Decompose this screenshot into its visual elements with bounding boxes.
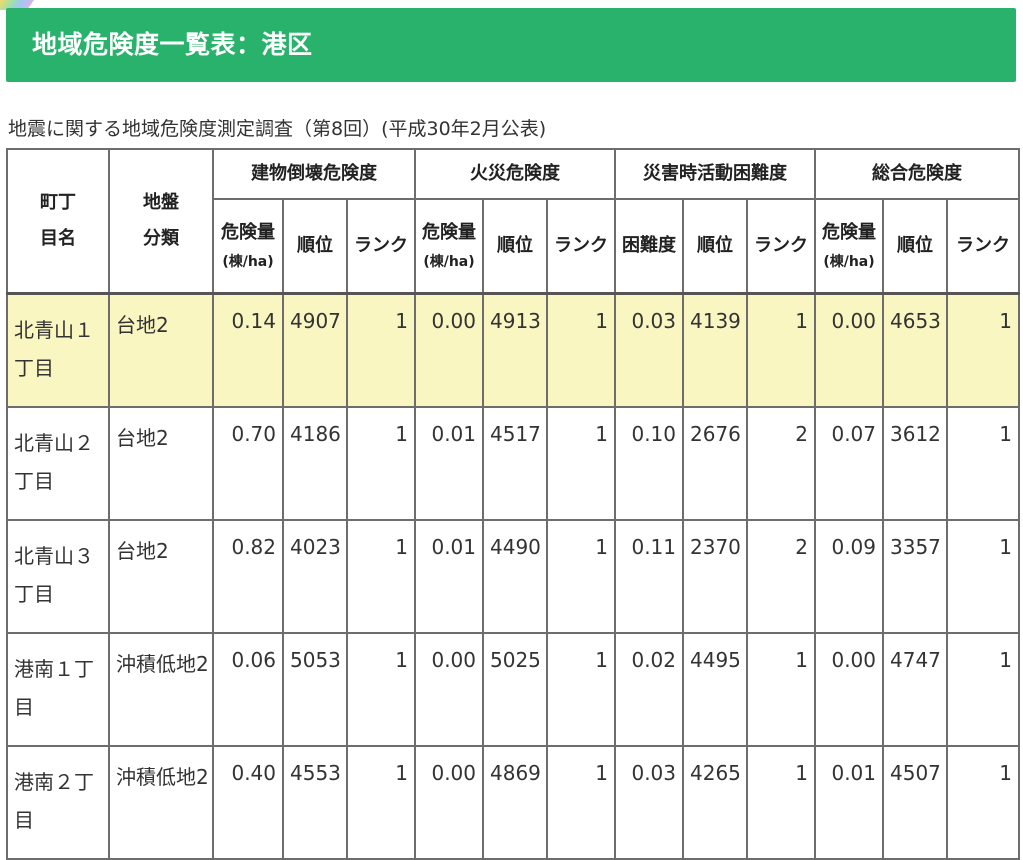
- cell-total-rank: 1: [946, 632, 1020, 747]
- cell-difficulty-rank: 1: [746, 632, 816, 747]
- cell-total-order: 4747: [882, 632, 948, 747]
- cell-building-amount: 0.40: [212, 745, 284, 860]
- cell-difficulty-order: 4139: [682, 292, 748, 408]
- cell-difficulty-rank: 2: [746, 519, 816, 634]
- cell-town-name: 北青山１丁目: [6, 292, 110, 408]
- header-row-columns: 危険量 (棟/ha) 順位 ランク 危険量 (棟/ha) 順位 ランク 困難度 順位…: [7, 198, 1020, 295]
- header-difficulty-value: 困難度: [614, 198, 684, 295]
- header-total-order: 順位: [882, 198, 948, 295]
- cell-total-rank: 1: [946, 406, 1020, 521]
- cell-total-amount: 0.00: [814, 292, 884, 408]
- header-fire-order: 順位: [482, 198, 548, 295]
- cell-town-name: 北青山３丁目: [6, 519, 110, 634]
- table-row: 港南２丁目 沖積低地2 0.40 4553 1 0.00 4869 1 0.03…: [6, 745, 1020, 860]
- cell-total-order: 4507: [882, 745, 948, 860]
- cell-fire-amount: 0.00: [414, 745, 484, 860]
- cell-building-order: 4553: [282, 745, 348, 860]
- cell-building-rank: 1: [346, 292, 416, 408]
- cell-total-amount: 0.09: [814, 519, 884, 634]
- cell-fire-rank: 1: [546, 632, 616, 747]
- header-ground-class: 地盤 分類: [108, 148, 214, 295]
- header-fire-risk: 火災危険度: [414, 148, 616, 200]
- risk-table: 町丁 目名 地盤 分類 建物倒壊危険度 火災危険度 災害時活動困難度 総合危険度…: [6, 148, 1020, 860]
- cell-difficulty-rank: 1: [746, 745, 816, 860]
- cell-difficulty-order: 2370: [682, 519, 748, 634]
- cell-town-name: 港南２丁目: [6, 745, 110, 860]
- cell-total-order: 3612: [882, 406, 948, 521]
- header-building-rank: ランク: [346, 198, 416, 295]
- cell-fire-rank: 1: [546, 519, 616, 634]
- cell-difficulty-value: 0.11: [614, 519, 684, 634]
- cell-ground-class: 台地2: [108, 292, 214, 408]
- cell-difficulty-value: 0.03: [614, 292, 684, 408]
- cell-ground-class: 台地2: [108, 519, 214, 634]
- header-total-amount: 危険量 (棟/ha): [814, 198, 884, 295]
- table-row: 北青山３丁目 台地2 0.82 4023 1 0.01 4490 1 0.11 …: [6, 519, 1020, 634]
- cell-total-rank: 1: [946, 519, 1020, 634]
- header-building-collapse: 建物倒壊危険度: [212, 148, 416, 200]
- table-row: 北青山２丁目 台地2 0.70 4186 1 0.01 4517 1 0.10 …: [6, 406, 1020, 521]
- cell-total-amount: 0.00: [814, 632, 884, 747]
- cell-total-amount: 0.01: [814, 745, 884, 860]
- header-building-order: 順位: [282, 198, 348, 295]
- cell-total-amount: 0.07: [814, 406, 884, 521]
- cell-building-amount: 0.70: [212, 406, 284, 521]
- cell-building-order: 4023: [282, 519, 348, 634]
- page-header-banner: 地域危険度一覧表：港区: [6, 8, 1016, 82]
- cell-difficulty-value: 0.10: [614, 406, 684, 521]
- header-fire-rank: ランク: [546, 198, 616, 295]
- cell-fire-amount: 0.01: [414, 519, 484, 634]
- cell-town-name: 北青山２丁目: [6, 406, 110, 521]
- cell-building-amount: 0.82: [212, 519, 284, 634]
- header-total-rank: ランク: [946, 198, 1020, 295]
- cell-difficulty-order: 4495: [682, 632, 748, 747]
- header-activity-difficulty: 災害時活動困難度: [614, 148, 816, 200]
- cell-total-rank: 1: [946, 745, 1020, 860]
- cell-fire-amount: 0.00: [414, 632, 484, 747]
- header-total-risk: 総合危険度: [814, 148, 1020, 200]
- cell-building-rank: 1: [346, 745, 416, 860]
- cell-fire-rank: 1: [546, 406, 616, 521]
- cell-building-order: 4186: [282, 406, 348, 521]
- cell-ground-class: 台地2: [108, 406, 214, 521]
- cell-fire-order: 5025: [482, 632, 548, 747]
- header-fire-amount: 危険量 (棟/ha): [414, 198, 484, 295]
- page-title: 地域危険度一覧表：港区: [32, 30, 313, 59]
- cell-fire-order: 4869: [482, 745, 548, 860]
- cell-difficulty-order: 4265: [682, 745, 748, 860]
- cell-total-rank: 1: [946, 292, 1020, 408]
- cell-fire-rank: 1: [546, 292, 616, 408]
- header-row-groups: 町丁 目名 地盤 分類 建物倒壊危険度 火災危険度 災害時活動困難度 総合危険度: [6, 148, 1020, 295]
- cell-building-rank: 1: [346, 406, 416, 521]
- cell-building-amount: 0.06: [212, 632, 284, 747]
- cell-fire-order: 4490: [482, 519, 548, 634]
- cell-town-name: 港南１丁目: [6, 632, 110, 747]
- cell-total-order: 3357: [882, 519, 948, 634]
- cell-fire-rank: 1: [546, 745, 616, 860]
- header-difficulty-order: 順位: [682, 198, 748, 295]
- table-row: 港南１丁目 沖積低地2 0.06 5053 1 0.00 5025 1 0.02…: [6, 632, 1020, 747]
- cell-difficulty-value: 0.03: [614, 745, 684, 860]
- header-difficulty-rank: ランク: [746, 198, 816, 295]
- cell-building-order: 5053: [282, 632, 348, 747]
- table-row: 北青山１丁目 台地2 0.14 4907 1 0.00 4913 1 0.03 …: [6, 292, 1020, 408]
- cell-building-rank: 1: [346, 632, 416, 747]
- cell-difficulty-rank: 2: [746, 406, 816, 521]
- cell-building-order: 4907: [282, 292, 348, 408]
- header-town-name: 町丁 目名: [6, 148, 110, 295]
- cell-fire-amount: 0.01: [414, 406, 484, 521]
- cell-fire-order: 4517: [482, 406, 548, 521]
- cell-building-amount: 0.14: [212, 292, 284, 408]
- header-building-amount: 危険量 (棟/ha): [212, 198, 284, 295]
- cell-building-rank: 1: [346, 519, 416, 634]
- cell-fire-amount: 0.00: [414, 292, 484, 408]
- cell-fire-order: 4913: [482, 292, 548, 408]
- cell-difficulty-order: 2676: [682, 406, 748, 521]
- cell-ground-class: 沖積低地2: [108, 745, 214, 860]
- survey-subtitle: 地震に関する地域危険度測定調査（第8回）(平成30年2月公表): [8, 118, 547, 140]
- cell-difficulty-rank: 1: [746, 292, 816, 408]
- cell-ground-class: 沖積低地2: [108, 632, 214, 747]
- cell-difficulty-value: 0.02: [614, 632, 684, 747]
- cell-total-order: 4653: [882, 292, 948, 408]
